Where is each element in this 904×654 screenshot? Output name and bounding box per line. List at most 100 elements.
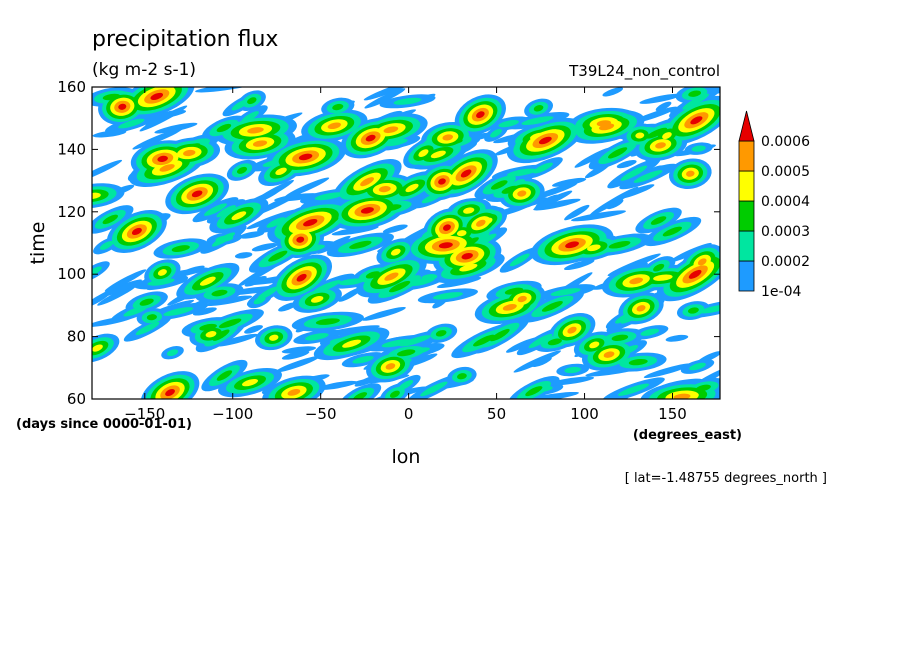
precip-cell — [420, 381, 448, 397]
precip-cell — [331, 225, 379, 236]
precip-cell — [317, 380, 358, 390]
precip-cell — [349, 240, 372, 249]
precip-cell — [662, 226, 682, 237]
precip-cell — [183, 149, 196, 157]
precip-cell — [502, 303, 517, 311]
precip-cell — [191, 190, 203, 198]
colorbar-label: 0.0005 — [761, 164, 810, 180]
precip-cell — [92, 315, 134, 327]
precip-cell — [305, 333, 329, 341]
x-axis-label: lon — [392, 446, 421, 468]
precip-cell — [146, 279, 188, 291]
precip-cell — [218, 318, 242, 329]
precip-cell — [342, 339, 362, 348]
precip-cell — [436, 276, 482, 289]
precip-cell — [363, 87, 417, 101]
precip-cell — [617, 383, 650, 396]
precip-cell — [99, 240, 114, 250]
precip-cell — [438, 178, 446, 185]
precip-cell — [216, 205, 236, 218]
precip-cell — [192, 307, 217, 316]
precip-cell — [442, 224, 451, 231]
precip-cell — [150, 92, 164, 101]
precip-cell — [409, 277, 435, 287]
precip-cell — [251, 243, 278, 252]
precip-cell — [636, 305, 646, 312]
precip-cell — [517, 190, 527, 197]
y-tick-label: 160 — [57, 78, 86, 96]
precip-cell — [608, 241, 631, 249]
x-tick-label: 150 — [658, 405, 687, 423]
precip-cell — [310, 296, 324, 303]
precip-cell — [275, 167, 287, 176]
precip-cell — [234, 252, 253, 259]
precip-cell — [418, 149, 429, 157]
precip-cell — [639, 93, 682, 104]
precip-cell — [405, 183, 419, 193]
precip-cell — [361, 307, 406, 321]
precip-cell — [239, 231, 265, 239]
precip-cell — [461, 253, 473, 260]
precip-cell — [697, 258, 707, 266]
colorbar-label: 1e-04 — [761, 284, 801, 300]
x-tick-label: 100 — [570, 405, 599, 423]
precip-cell — [159, 164, 175, 172]
precip-cell — [574, 147, 612, 168]
precip-cell — [643, 363, 692, 379]
precip-cell — [211, 289, 228, 297]
precip-cell — [525, 386, 543, 397]
precip-cell — [393, 97, 422, 105]
precip-cell — [459, 263, 478, 272]
precip-cell — [629, 277, 643, 285]
precip-cell — [456, 230, 467, 237]
precip-cell — [628, 358, 648, 366]
precip-cell — [688, 269, 702, 279]
precip-cell — [697, 351, 720, 364]
precip-cell — [528, 333, 553, 349]
x-tick-label: 0 — [404, 405, 414, 423]
precip-cell — [203, 203, 227, 216]
precip-cell — [246, 209, 297, 230]
y-tick-label: 80 — [67, 328, 86, 346]
precip-cell — [92, 159, 123, 182]
x-tick-label: −100 — [212, 405, 253, 423]
precip-cell — [382, 224, 408, 234]
precip-cell — [315, 318, 340, 325]
precip-cell — [687, 307, 699, 314]
precip-cell — [689, 362, 706, 371]
precip-cell — [531, 356, 552, 367]
precip-cell — [205, 295, 253, 307]
precip-cell — [596, 120, 612, 127]
precip-cell — [690, 116, 703, 125]
precip-cell — [399, 335, 431, 347]
precip-cell — [615, 312, 634, 324]
colorbar-label: 0.0006 — [761, 134, 810, 150]
precip-cell — [498, 120, 519, 128]
precip-cell — [402, 353, 438, 368]
precip-cell — [383, 126, 399, 134]
precip-cell — [320, 325, 380, 337]
precip-cell — [602, 87, 623, 97]
precip-cell — [269, 334, 279, 341]
plot-frame — [91, 86, 721, 400]
slice-note: [ lat=-1.48755 degrees_north ] — [625, 471, 827, 486]
precip-cell — [565, 241, 579, 249]
precip-cell — [475, 233, 497, 247]
precip-cell — [154, 122, 198, 134]
precip-cell — [665, 334, 689, 342]
precip-cell — [509, 253, 530, 267]
precip-cell — [338, 287, 362, 302]
precip-cell — [589, 341, 600, 349]
precip-cell — [517, 295, 527, 303]
precip-cell — [298, 153, 313, 161]
precip-cell — [551, 177, 587, 187]
precip-cell — [653, 274, 673, 281]
precip-cell — [157, 155, 168, 162]
precip-cell — [104, 269, 147, 292]
precip-cell — [338, 278, 364, 286]
precip-cell — [571, 210, 626, 222]
precip-cell — [662, 132, 672, 140]
precip-cell — [616, 184, 655, 200]
precip-cell — [432, 298, 447, 309]
precip-cell — [659, 378, 702, 389]
